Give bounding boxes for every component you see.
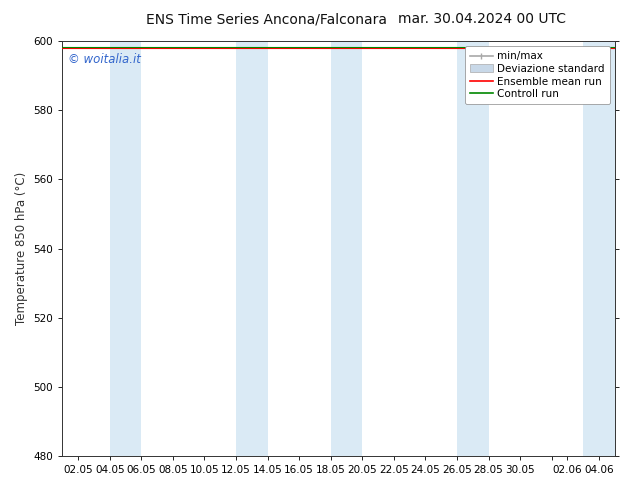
Legend: min/max, Deviazione standard, Ensemble mean run, Controll run: min/max, Deviazione standard, Ensemble m… [465, 46, 610, 104]
Text: © woitalia.it: © woitalia.it [68, 53, 141, 67]
Bar [236, 41, 268, 456]
Bar [110, 41, 141, 456]
Text: ENS Time Series Ancona/Falconara: ENS Time Series Ancona/Falconara [146, 12, 387, 26]
Bar [331, 41, 362, 456]
Text: mar. 30.04.2024 00 UTC: mar. 30.04.2024 00 UTC [398, 12, 566, 26]
Y-axis label: Temperature 850 hPa (°C): Temperature 850 hPa (°C) [15, 172, 28, 325]
Bar [457, 41, 489, 456]
Bar [583, 41, 615, 456]
